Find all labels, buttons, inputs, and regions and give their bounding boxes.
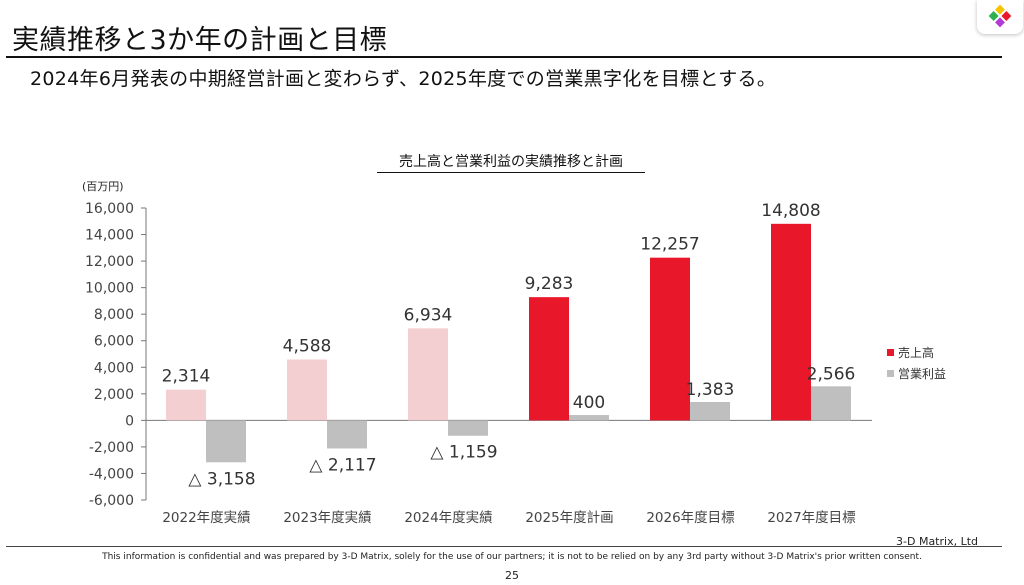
data-label-sales: 14,808 [761,201,820,221]
bar-sales [287,359,327,421]
y-tick-label: -2,000 [89,440,134,456]
y-tick-label: 12,000 [85,254,134,270]
disclaimer-text: This information is confidential and was… [102,552,922,562]
legend-swatch-sales [887,349,894,356]
data-label-sales: 6,934 [404,305,453,325]
data-label-operating-profit: 400 [573,393,605,413]
y-tick-label: -6,000 [89,493,134,509]
y-tick-label: 2,000 [94,387,134,403]
x-category-label: 2027年度目標 [767,510,856,526]
y-tick-label: -4,000 [89,466,134,482]
bar-chart: (百万円) 16,000 14,000 12,000 10,000 8,000 6,000 4… [82,180,946,526]
company-name: 3-D Matrix, Ltd [896,535,978,548]
y-tick-label: 4,000 [94,360,134,376]
x-category-label: 2026年度目標 [646,510,735,526]
bar-operating-profit [206,420,246,463]
x-category-label: 2023年度実績 [283,510,371,526]
bar-operating-profit [690,402,730,421]
y-tick-label: 6,000 [94,334,134,350]
page-title: 実績推移と3か年の計画と目標 [12,25,388,56]
bar-sales [166,389,206,421]
data-label-operating-profit: 1,383 [686,380,735,400]
y-tick-label: 14,000 [85,228,134,244]
data-label-operating-profit: △ 2,117 [309,455,376,475]
y-tick-label: 10,000 [85,281,134,297]
legend-swatch-operating-profit [887,370,894,377]
x-category-label: 2025年度計画 [525,510,613,526]
data-label-sales: 2,314 [162,367,211,387]
y-tick-label: 8,000 [94,307,134,323]
bar-sales [771,223,811,421]
bar-sales [650,257,690,421]
data-label-sales: 4,588 [283,336,332,356]
page-number: 25 [505,569,519,582]
bar-sales [408,328,448,421]
data-label-operating-profit: △ 1,159 [430,443,497,463]
data-label-operating-profit: △ 3,158 [188,469,255,489]
logo-icon [988,4,1012,28]
y-axis-unit-label: (百万円) [82,180,124,193]
legend-label-sales: 売上高 [898,345,934,360]
data-label-sales: 9,283 [525,274,574,294]
company-logo [977,0,1023,34]
bar-operating-profit [327,420,367,449]
bar-operating-profit [569,415,609,421]
y-tick-label: 0 [125,413,134,429]
data-label-sales: 12,257 [640,235,699,255]
footer-divider [6,546,1002,547]
x-category-label: 2024年度実績 [404,510,492,526]
bar-operating-profit [811,386,851,421]
y-tick-label: 16,000 [85,201,134,217]
data-label-operating-profit: 2,566 [807,364,856,384]
chart-title: 売上高と営業利益の実績推移と計画 [399,154,623,170]
page-subtitle: 2024年6月発表の中期経営計画と変わらず、2025年度での営業黒字化を目標とす… [30,68,777,90]
legend-label-operating-profit: 営業利益 [898,367,946,381]
bar-sales [529,297,569,421]
bar-operating-profit [448,420,488,436]
x-category-label: 2022年度実績 [162,510,250,526]
chart-title-underline [377,172,645,173]
title-divider [6,56,1002,58]
